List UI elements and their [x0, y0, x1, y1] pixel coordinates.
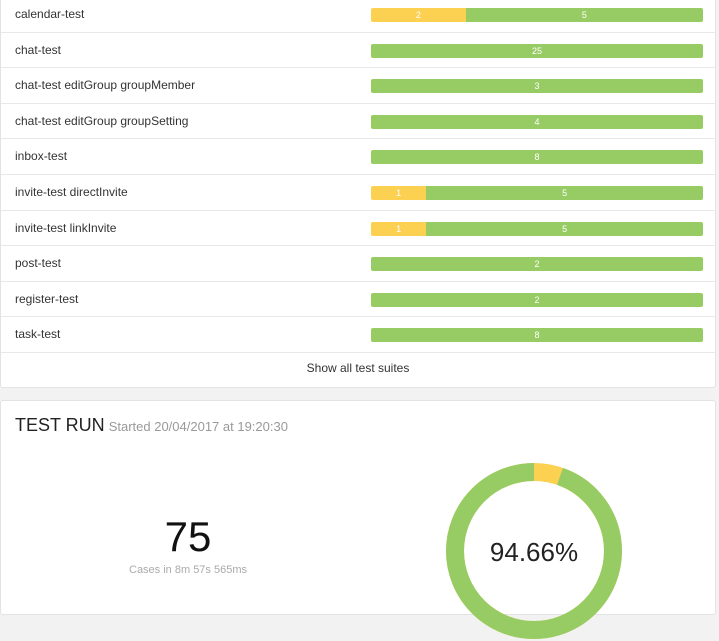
suite-name: chat-test editGroup groupSetting	[15, 113, 189, 128]
suite-bar-pass-segment: 3	[371, 79, 703, 94]
suite-name: post-test	[15, 256, 62, 271]
suite-result-bar: 2	[371, 257, 703, 272]
suite-row[interactable]: calendar-test 2 5	[1, 0, 715, 33]
pass-rate-label: 94.66%	[490, 537, 578, 567]
suite-result-bar: 25	[371, 43, 703, 58]
suite-bar-pass-segment: 4	[371, 114, 703, 129]
test-run-panel: TEST RUN Started 20/04/2017 at 19:20:30 7…	[0, 400, 716, 639]
suite-name: task-test	[15, 327, 61, 342]
suite-row[interactable]: chat-test 25	[1, 33, 715, 69]
test-run-heading: TEST RUN	[15, 415, 105, 435]
suite-bar-pass-segment: 2	[371, 257, 703, 272]
suite-row[interactable]: inbox-test 8	[1, 139, 715, 175]
test-run-started: Started 20/04/2017 at 19:20:30	[108, 419, 288, 434]
suite-bar-warn-segment: 1	[371, 221, 427, 236]
suite-list: calendar-test 2 5 chat-test 25 chat-test edit…	[1, 0, 715, 353]
suite-row[interactable]: invite-test linkInvite 1 5	[1, 211, 715, 247]
test-run-title: TEST RUN Started 20/04/2017 at 19:20:30	[15, 415, 288, 436]
suite-bar-pass-segment: 8	[371, 328, 703, 343]
pass-rate-donut: 94.66%	[446, 463, 622, 639]
suite-name: register-test	[15, 291, 79, 306]
suite-bar-warn-segment: 2	[371, 8, 466, 22]
suite-result-bar: 4	[371, 114, 703, 129]
cases-count: 75	[164, 513, 212, 560]
suite-name: invite-test linkInvite	[15, 220, 117, 235]
suite-bar-pass-segment: 25	[371, 43, 703, 58]
cases-duration: Cases in 8m 57s 565ms	[129, 564, 247, 576]
suite-row[interactable]: invite-test directInvite 1 5	[1, 175, 715, 211]
suite-row[interactable]: chat-test editGroup groupMember 3	[1, 68, 715, 104]
suite-name: invite-test directInvite	[15, 184, 128, 199]
suite-row[interactable]: task-test 8	[1, 317, 715, 353]
suite-name: inbox-test	[15, 149, 68, 164]
suite-row[interactable]: register-test 2	[1, 282, 715, 318]
suite-bar-pass-segment: 5	[426, 221, 703, 236]
suite-name: calendar-test	[15, 7, 85, 21]
suite-bar-pass-segment: 5	[426, 185, 703, 200]
suite-row[interactable]: chat-test editGroup groupSetting 4	[1, 104, 715, 140]
suite-result-bar: 3	[371, 79, 703, 94]
suite-name: chat-test	[15, 42, 62, 57]
suite-result-bar: 8	[371, 150, 703, 165]
suite-result-bar: 2	[371, 292, 703, 307]
suite-bar-warn-segment: 1	[371, 185, 427, 200]
suite-bar-pass-segment: 2	[371, 292, 703, 307]
suite-name: chat-test editGroup groupMember	[15, 78, 196, 93]
suite-bar-pass-segment: 5	[465, 8, 703, 22]
suite-result-bar: 8	[371, 328, 703, 343]
suite-row[interactable]: post-test 2	[1, 246, 715, 282]
test-suites-panel: calendar-test 2 5 chat-test 25 chat-test edit…	[0, 0, 716, 388]
show-all-suites-link[interactable]: Show all test suites	[306, 361, 410, 375]
suite-bar-pass-segment: 8	[371, 150, 703, 165]
